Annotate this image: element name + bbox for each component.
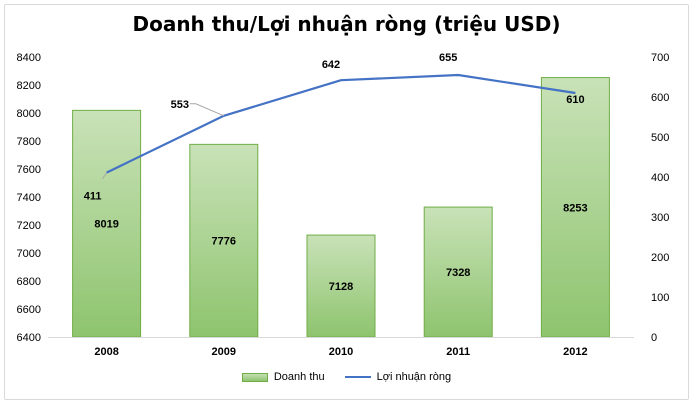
y-left-tick-label: 6800 [17, 276, 41, 288]
bar-data-label: 8253 [563, 202, 587, 214]
line-data-label: 411 [84, 191, 102, 203]
bar-data-label: 8019 [94, 219, 118, 231]
legend-label-profit: Lợi nhuận ròng [376, 371, 452, 383]
y-right-tick-label: 600 [651, 92, 669, 104]
y-left-tick-label: 6400 [17, 332, 41, 344]
x-tick-label: 2010 [329, 346, 353, 358]
x-tick-label: 2012 [563, 346, 587, 358]
line-data-label: 655 [439, 52, 457, 64]
y-left-tick-label: 6600 [17, 304, 41, 316]
legend-item-profit: Lợi nhuận ròng [344, 371, 452, 383]
x-tick-label: 2008 [94, 346, 118, 358]
chart-legend: Doanh thu Lợi nhuận ròng [0, 371, 693, 383]
y-right-tick-label: 100 [651, 292, 669, 304]
y-right-tick-label: 0 [651, 332, 657, 344]
y-right-tick-label: 700 [651, 52, 669, 64]
y-left-tick-label: 7400 [17, 192, 41, 204]
y-left-tick-label: 8400 [17, 52, 41, 64]
bar [189, 143, 259, 338]
y-left-tick-label: 8000 [17, 108, 41, 120]
y-right-tick-label: 500 [651, 132, 669, 144]
leader-line [102, 172, 108, 179]
bar [72, 109, 142, 338]
line-data-label: 642 [322, 59, 340, 71]
x-tick-label: 2011 [446, 346, 470, 358]
line-data-label: 553 [171, 99, 189, 111]
y-right-tick-label: 200 [651, 252, 669, 264]
legend-label-revenue: Doanh thu [273, 371, 325, 383]
y-left-tick-label: 7000 [17, 248, 41, 260]
legend-item-revenue: Doanh thu [241, 371, 325, 383]
line-data-label: 610 [566, 94, 584, 106]
legend-line-swatch [344, 376, 371, 378]
y-left-tick-label: 7200 [17, 220, 41, 232]
leader-line [189, 103, 224, 117]
y-left-tick-label: 7800 [17, 136, 41, 148]
bar-data-label: 7128 [329, 281, 353, 293]
y-left-tick-label: 7600 [17, 164, 41, 176]
y-left-tick-label: 8200 [17, 80, 41, 92]
x-tick-label: 2009 [212, 346, 236, 358]
line-series [106, 73, 576, 174]
chart-title: Doanh thu/Lợi nhuận ròng (triệu USD) [132, 12, 561, 36]
y-right-tick-label: 400 [651, 172, 669, 184]
bar-data-label: 7776 [212, 236, 236, 248]
bar-data-label: 7328 [446, 267, 470, 279]
legend-bar-swatch [241, 372, 268, 382]
y-right-tick-label: 300 [651, 212, 669, 224]
